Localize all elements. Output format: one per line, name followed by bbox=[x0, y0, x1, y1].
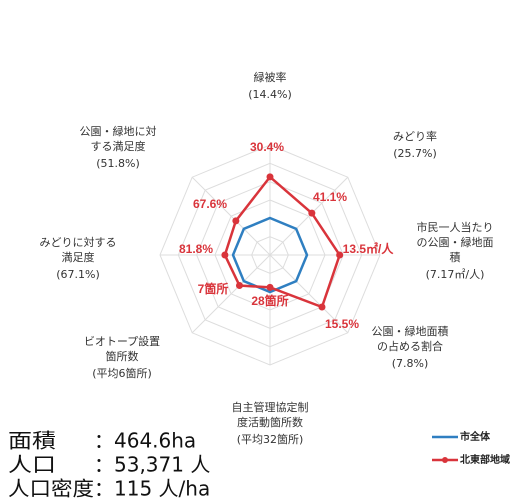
axis-label: みどりに対する bbox=[40, 235, 117, 249]
info-label: 面積 bbox=[8, 429, 56, 453]
axis-value-label: (51.8%) bbox=[96, 157, 140, 170]
axis-value-label: (67.1%) bbox=[56, 268, 100, 281]
series-marker bbox=[232, 217, 240, 225]
legend-label: 北東部地域 bbox=[460, 453, 510, 466]
axis-label: 積 bbox=[450, 250, 461, 264]
series-marker bbox=[266, 173, 274, 181]
axis-spoke bbox=[269, 254, 349, 334]
series-marker bbox=[308, 209, 316, 217]
axis-value-label: (平均6箇所) bbox=[92, 366, 152, 380]
data-label: 41.1% bbox=[313, 190, 347, 204]
info-label: 人口密度 bbox=[8, 477, 94, 501]
data-label: 30.4% bbox=[250, 140, 284, 154]
series-line bbox=[231, 216, 309, 294]
axis-value-label: (25.7%) bbox=[393, 147, 437, 160]
axis-label: 自主管理協定制 bbox=[232, 400, 309, 414]
axis-label: 市民一人当たり bbox=[417, 220, 494, 234]
data-label: 13.5㎡/人 bbox=[343, 241, 395, 256]
series-marker bbox=[266, 283, 274, 291]
axis-label: 箇所数 bbox=[106, 349, 139, 363]
axis-label: の占める割合 bbox=[377, 339, 443, 353]
series-marker bbox=[221, 251, 229, 259]
axis-label: 緑被率 bbox=[254, 70, 287, 84]
axis-label: 公園・緑地に対 bbox=[80, 124, 157, 138]
axis-value-label: (7.8%) bbox=[392, 357, 429, 370]
series-marker bbox=[336, 251, 344, 259]
axis-value-label: (平均32箇所) bbox=[237, 432, 304, 446]
axis-label: 満足度 bbox=[62, 250, 95, 264]
axis-spoke bbox=[269, 176, 349, 256]
axis-label: の公園・緑地面 bbox=[417, 235, 494, 249]
info-label: 人口 bbox=[8, 453, 56, 477]
data-label: 81.8% bbox=[179, 242, 213, 256]
axis-label: 公園・緑地面積 bbox=[372, 324, 449, 338]
axis-label: みどり率 bbox=[393, 129, 437, 143]
data-label: 15.5% bbox=[325, 317, 359, 331]
legend-marker bbox=[442, 457, 448, 463]
legend-label: 市全体 bbox=[460, 430, 491, 443]
axis-label: ビオトープ設置 bbox=[84, 334, 160, 348]
series-marker bbox=[318, 303, 326, 311]
series-marker bbox=[235, 282, 243, 290]
data-label: 28箇所 bbox=[251, 293, 288, 308]
axis-label: 度活動箇所数 bbox=[237, 415, 303, 429]
axis-value-label: (14.4%) bbox=[248, 88, 292, 101]
axis-value-label: (7.17㎡/人) bbox=[426, 268, 485, 281]
axis-spoke bbox=[191, 176, 271, 256]
axis-label: する満足度 bbox=[91, 139, 146, 153]
info-value: ：53,371 人 bbox=[94, 453, 210, 477]
info-value: ：464.6ha bbox=[94, 429, 196, 453]
axis-spoke bbox=[191, 254, 271, 334]
info-value: ：115 人/ha bbox=[94, 477, 210, 501]
data-label: 7箇所 bbox=[198, 281, 229, 296]
grid bbox=[159, 144, 381, 366]
data-label: 67.6% bbox=[193, 197, 227, 211]
